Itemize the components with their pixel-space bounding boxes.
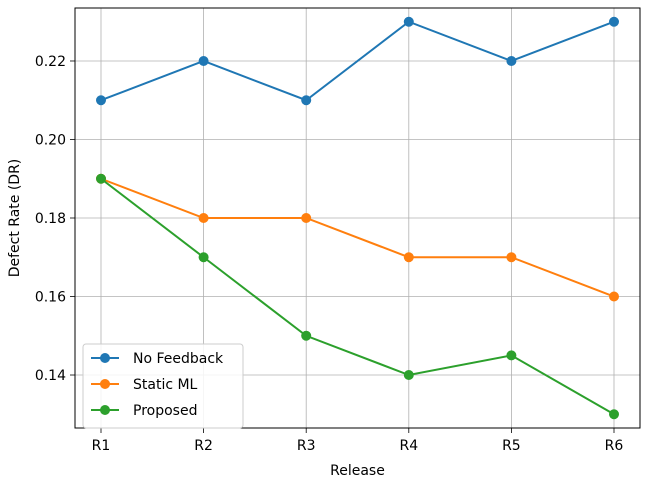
data-point [198,55,209,66]
y-tick-label: 0.18 [35,211,66,227]
data-point [506,252,517,263]
data-point [301,95,312,106]
series-line [100,177,615,298]
x-axis-ticks: R1 R2 R3 R4 R5 R6 [92,428,624,454]
series-line [100,20,615,102]
data-point [506,55,517,66]
y-tick-label: 0.20 [35,132,66,148]
x-tick-label: R1 [92,438,111,454]
legend-label: Proposed [133,403,197,419]
data-point [506,350,517,361]
x-tick-label: R6 [605,438,624,454]
y-axis-ticks: 0.14 0.16 0.18 0.20 0.22 [35,54,75,384]
y-tick-label: 0.22 [35,54,66,70]
data-point [403,252,414,263]
x-axis-label: Release [330,463,385,479]
series-layer [96,16,619,420]
data-point [96,173,106,184]
data-point [301,330,312,341]
legend-marker [100,379,110,389]
legend-marker [100,353,110,363]
x-tick-label: R2 [194,438,213,454]
x-tick-label: R3 [297,438,316,454]
data-point [609,16,619,27]
legend-marker [100,405,110,415]
data-point [403,16,414,27]
legend-box [82,343,244,429]
y-axis-label: Defect Rate (DR) [7,159,23,278]
data-point [198,213,209,223]
series-line [100,177,615,416]
legend-label: No Feedback [133,351,224,367]
data-point [96,95,106,106]
data-point [609,291,619,302]
data-point [403,370,414,381]
y-tick-label: 0.14 [35,368,66,384]
data-point [301,213,312,223]
data-point [198,252,209,263]
legend-label: Static ML [133,377,198,393]
legend: No Feedback Static ML Proposed [82,343,244,429]
data-point [609,409,619,420]
x-tick-label: R4 [399,438,418,454]
x-tick-label: R5 [502,438,521,454]
y-tick-label: 0.16 [35,290,66,306]
